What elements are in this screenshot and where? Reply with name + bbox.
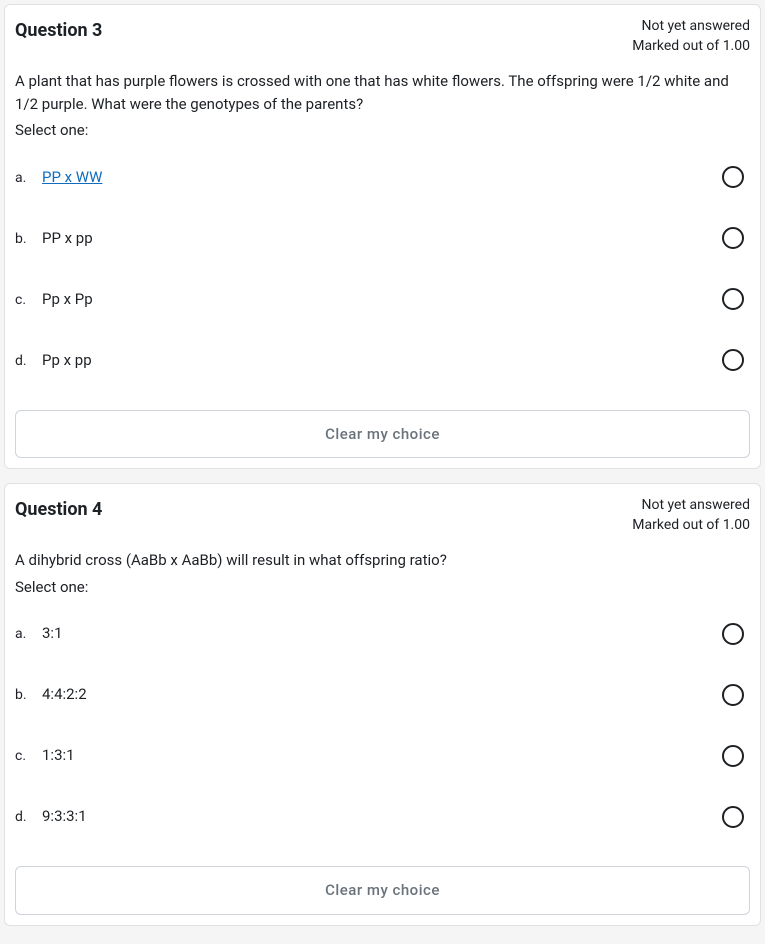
question-status: Not yet answered Marked out of 1.00 — [632, 496, 750, 535]
option-a[interactable]: a. PP x WW — [15, 166, 750, 189]
option-a[interactable]: a. 3:1 — [15, 622, 750, 645]
radio-icon[interactable] — [722, 288, 744, 310]
question-text: A dihybrid cross (AaBb x AaBb) will resu… — [15, 549, 750, 572]
status-marks: Marked out of 1.00 — [632, 37, 750, 57]
question-card-4: Question 4 Not yet answered Marked out o… — [4, 483, 761, 926]
option-label: PP x pp — [42, 227, 93, 250]
option-letter: c. — [15, 746, 30, 767]
option-letter: c. — [15, 290, 30, 311]
option-letter: d. — [15, 807, 30, 828]
option-label: 4:4:2:2 — [42, 683, 87, 706]
option-left: b. 4:4:2:2 — [15, 683, 87, 706]
option-left: a. 3:1 — [15, 622, 63, 645]
option-label[interactable]: PP x WW — [42, 166, 102, 189]
option-letter: d. — [15, 351, 30, 372]
option-b[interactable]: b. 4:4:2:2 — [15, 683, 750, 706]
option-c[interactable]: c. 1:3:1 — [15, 744, 750, 767]
question-card-3: Question 3 Not yet answered Marked out o… — [4, 4, 761, 469]
option-letter: b. — [15, 229, 30, 250]
option-left: c. 1:3:1 — [15, 744, 75, 767]
option-b[interactable]: b. PP x pp — [15, 227, 750, 250]
question-header: Question 4 Not yet answered Marked out o… — [15, 496, 750, 535]
radio-icon[interactable] — [722, 806, 744, 828]
status-marks: Marked out of 1.00 — [632, 516, 750, 536]
option-left: b. PP x pp — [15, 227, 93, 250]
select-one-label: Select one: — [15, 119, 750, 142]
clear-choice-button[interactable]: Clear my choice — [15, 410, 750, 459]
status-not-answered: Not yet answered — [632, 496, 750, 516]
option-left: d. 9:3:3:1 — [15, 805, 87, 828]
radio-icon[interactable] — [722, 227, 744, 249]
radio-icon[interactable] — [722, 166, 744, 188]
question-status: Not yet answered Marked out of 1.00 — [632, 17, 750, 56]
radio-icon[interactable] — [722, 349, 744, 371]
option-left: c. Pp x Pp — [15, 288, 93, 311]
radio-icon[interactable] — [722, 745, 744, 767]
question-title: Question 4 — [15, 496, 102, 523]
radio-icon[interactable] — [722, 623, 744, 645]
option-label: 1:3:1 — [42, 744, 75, 767]
option-letter: b. — [15, 685, 30, 706]
option-d[interactable]: d. Pp x pp — [15, 349, 750, 372]
option-label: 3:1 — [42, 622, 63, 645]
option-left: d. Pp x pp — [15, 349, 92, 372]
radio-icon[interactable] — [722, 684, 744, 706]
option-label: Pp x pp — [42, 349, 92, 372]
option-c[interactable]: c. Pp x Pp — [15, 288, 750, 311]
option-d[interactable]: d. 9:3:3:1 — [15, 805, 750, 828]
option-letter: a. — [15, 624, 30, 645]
question-header: Question 3 Not yet answered Marked out o… — [15, 17, 750, 56]
select-one-label: Select one: — [15, 576, 750, 599]
option-label: 9:3:3:1 — [42, 805, 87, 828]
question-title: Question 3 — [15, 17, 102, 44]
option-label: Pp x Pp — [42, 288, 93, 311]
clear-choice-button[interactable]: Clear my choice — [15, 866, 750, 915]
option-left: a. PP x WW — [15, 166, 102, 189]
option-letter: a. — [15, 168, 30, 189]
question-text: A plant that has purple flowers is cross… — [15, 70, 750, 115]
status-not-answered: Not yet answered — [632, 17, 750, 37]
